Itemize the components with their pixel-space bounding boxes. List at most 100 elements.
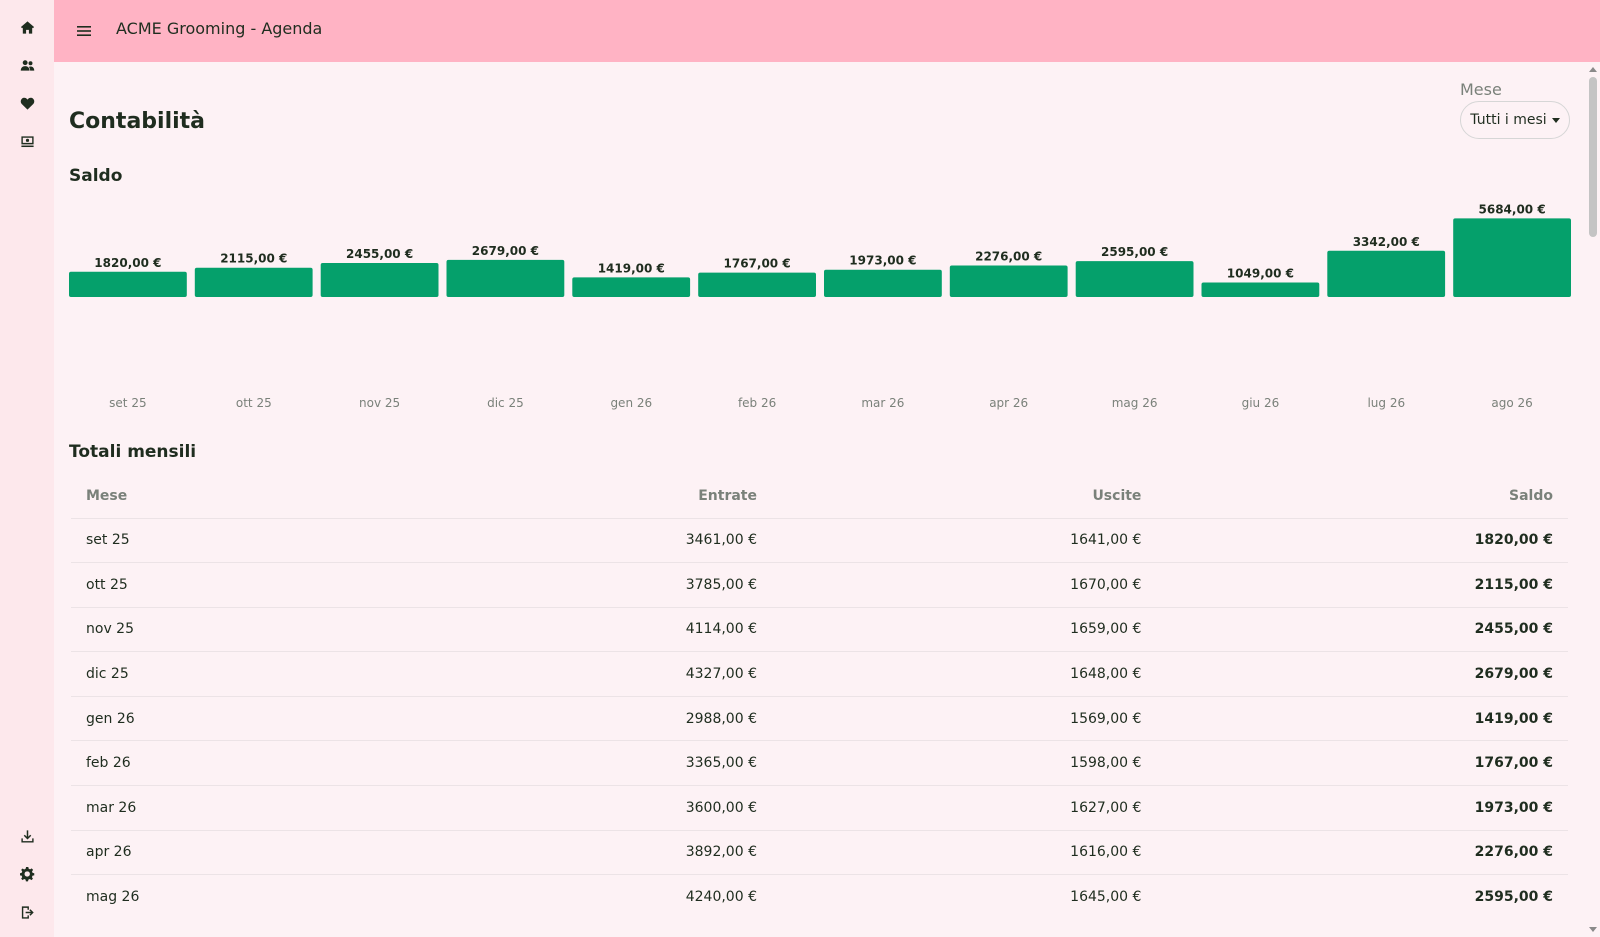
column-header-balance[interactable]: Saldo: [1509, 487, 1553, 504]
x-tick-label: mar 26: [861, 396, 904, 410]
balance-section-title: Saldo: [69, 166, 123, 186]
bar-value-label: 2595,00 €: [1101, 245, 1168, 259]
heart-icon: [20, 97, 34, 110]
cell-month: mar 26: [71, 785, 388, 831]
column-header-month[interactable]: Mese: [86, 487, 128, 504]
cell-balance: 2276,00 €: [1156, 829, 1568, 875]
scrollbar-thumb[interactable]: [1589, 77, 1597, 237]
cell-expenses: 1645,00 €: [771, 874, 1157, 920]
cell-balance: 2595,00 €: [1156, 874, 1568, 920]
bar-dic-25[interactable]: [446, 259, 565, 297]
table-row[interactable]: dic 25 4327,00 €1648,00 €2679,00 €: [71, 651, 1568, 697]
cell-income: 2988,00 €: [387, 695, 772, 741]
customers-button[interactable]: [13, 51, 41, 79]
bar-value-label: 2679,00 €: [472, 244, 539, 258]
cell-balance: 2679,00 €: [1156, 651, 1568, 697]
users-icon: [20, 59, 34, 71]
monthly-totals-table: Mese Entrate Uscite Saldo set 25 3461,00 …: [71, 474, 1568, 920]
cell-expenses: 1569,00 €: [771, 695, 1157, 741]
settings-button[interactable]: [13, 860, 41, 888]
x-tick-label: giu 26: [1242, 396, 1280, 410]
table-row[interactable]: mar 26 3600,00 €1627,00 €1973,00 €: [71, 785, 1568, 831]
cell-balance: 1767,00 €: [1156, 740, 1568, 786]
cell-month: dic 25: [71, 651, 388, 697]
monthly-totals-title: Totali mensili: [69, 442, 197, 462]
bar-ago-26[interactable]: [1453, 218, 1571, 297]
scroll-down-icon[interactable]: [1589, 927, 1597, 932]
page-title: Contabilità: [69, 109, 206, 134]
x-tick-label: ott 25: [236, 396, 272, 410]
bar-gen-26[interactable]: [572, 277, 691, 297]
table-row[interactable]: set 25 3461,00 €1641,00 €1820,00 €: [71, 517, 1568, 563]
pets-button[interactable]: [13, 89, 41, 117]
column-header-expenses[interactable]: Uscite: [1092, 487, 1142, 504]
hamburger-menu-icon: [77, 26, 91, 36]
cell-expenses: 1627,00 €: [771, 785, 1157, 831]
bar-ott-25[interactable]: [194, 267, 313, 297]
table-row[interactable]: ott 25 3785,00 €1670,00 €2115,00 €: [71, 562, 1568, 608]
page-scrollbar[interactable]: [1586, 62, 1600, 937]
bar-lug-26[interactable]: [1327, 250, 1446, 297]
bar-giu-26[interactable]: [1201, 282, 1320, 298]
bar-value-label: 2276,00 €: [975, 250, 1042, 264]
month-filter-dropdown[interactable]: Tutti i mesi: [1460, 101, 1570, 139]
x-tick-label: mag 26: [1112, 396, 1158, 410]
caret-down-icon: [1551, 117, 1560, 123]
cell-expenses: 1648,00 €: [771, 651, 1157, 697]
home-button[interactable]: [13, 13, 41, 41]
cell-income: 3892,00 €: [387, 829, 772, 875]
bar-nov-25[interactable]: [320, 263, 439, 297]
cell-month: mag 26: [71, 874, 388, 920]
cell-month: apr 26: [71, 829, 388, 875]
table-row[interactable]: nov 25 4114,00 €1659,00 €2455,00 €: [71, 606, 1568, 652]
cell-month: set 25: [71, 517, 388, 563]
bar-value-label: 1973,00 €: [849, 254, 916, 268]
cell-income: 3365,00 €: [387, 740, 772, 786]
table-row[interactable]: mag 26 4240,00 €1645,00 €2595,00 €: [71, 874, 1568, 920]
cell-income: 4240,00 €: [387, 874, 772, 920]
table-body: set 25 3461,00 €1641,00 €1820,00 € ott 25 3…: [71, 517, 1568, 920]
top-app-bar: ACME Grooming - Agenda: [54, 0, 1600, 62]
cell-balance: 2455,00 €: [1156, 606, 1568, 652]
menu-button[interactable]: [70, 18, 98, 44]
x-tick-label: gen 26: [610, 396, 652, 410]
accounting-button[interactable]: [13, 127, 41, 155]
bar-value-label: 1767,00 €: [724, 257, 791, 271]
x-tick-label: apr 26: [989, 396, 1028, 410]
logout-button[interactable]: [13, 898, 41, 926]
cell-expenses: 1616,00 €: [771, 829, 1157, 875]
cell-income: 3600,00 €: [387, 785, 772, 831]
bar-set-25[interactable]: [69, 271, 187, 297]
x-tick-label: dic 25: [487, 396, 524, 410]
cash-register-icon: [20, 135, 34, 147]
column-header-income[interactable]: Entrate: [698, 487, 757, 504]
month-filter-value: Tutti i mesi: [1470, 112, 1547, 128]
bar-value-label: 2115,00 €: [220, 252, 287, 266]
table-row[interactable]: feb 26 3365,00 €1598,00 €1767,00 €: [71, 740, 1568, 786]
gear-icon: [19, 866, 34, 881]
cell-balance: 1820,00 €: [1156, 517, 1568, 563]
x-tick-label: nov 25: [359, 396, 400, 410]
monthly-totals-table-wrap: Mese Entrate Uscite Saldo set 25 3461,00 …: [71, 474, 1568, 920]
bar-apr-26[interactable]: [949, 265, 1068, 298]
cell-month: ott 25: [71, 562, 388, 608]
bar-feb-26[interactable]: [698, 272, 816, 297]
bar-mag-26[interactable]: [1075, 261, 1194, 297]
cell-income: 4114,00 €: [387, 606, 772, 652]
table-row[interactable]: gen 26 2988,00 €1569,00 €1419,00 €: [71, 695, 1568, 741]
cell-month: gen 26: [71, 695, 388, 741]
cell-expenses: 1641,00 €: [771, 517, 1157, 563]
download-button[interactable]: [13, 822, 41, 850]
scroll-up-icon[interactable]: [1589, 67, 1597, 72]
bar-value-label: 1419,00 €: [598, 261, 665, 275]
home-icon: [20, 20, 34, 34]
cell-month: nov 25: [71, 606, 388, 652]
cell-expenses: 1670,00 €: [771, 562, 1157, 608]
bar-mar-26[interactable]: [824, 269, 942, 297]
sidebar-rail: [0, 0, 54, 937]
x-tick-label: ago 26: [1491, 396, 1532, 410]
x-tick-label: lug 26: [1367, 396, 1405, 410]
download-icon: [20, 829, 34, 842]
table-row[interactable]: apr 26 3892,00 €1616,00 €2276,00 €: [71, 829, 1568, 875]
bar-value-label: 1820,00 €: [94, 256, 161, 270]
